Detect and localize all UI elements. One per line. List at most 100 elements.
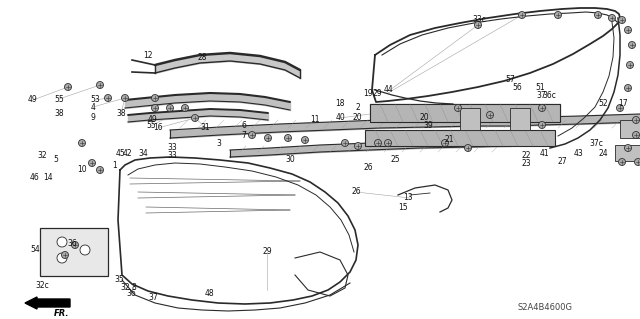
Text: 13: 13: [403, 194, 413, 203]
Bar: [620, 120, 640, 138]
Text: 28: 28: [197, 53, 207, 62]
Circle shape: [88, 160, 95, 167]
Text: 4: 4: [91, 102, 95, 112]
Text: 31: 31: [200, 122, 210, 131]
Text: 38: 38: [54, 109, 64, 118]
Text: S2A4B4600G: S2A4B4600G: [518, 303, 573, 313]
Circle shape: [632, 116, 639, 123]
Text: 26: 26: [351, 188, 361, 197]
Circle shape: [374, 139, 381, 146]
Text: 37c: 37c: [589, 138, 603, 147]
Text: 11: 11: [310, 115, 320, 124]
Circle shape: [355, 143, 362, 150]
Circle shape: [625, 145, 632, 152]
Text: 49: 49: [148, 115, 158, 124]
Text: 8: 8: [132, 284, 136, 293]
Text: 43: 43: [573, 150, 583, 159]
FancyArrow shape: [25, 297, 70, 309]
Circle shape: [618, 17, 625, 24]
Text: 7: 7: [241, 131, 246, 140]
Circle shape: [454, 105, 461, 112]
Text: 27: 27: [557, 157, 567, 166]
Text: 52: 52: [598, 99, 608, 108]
Text: 6: 6: [241, 122, 246, 130]
Text: 37: 37: [148, 293, 158, 301]
Circle shape: [285, 135, 291, 142]
Circle shape: [72, 241, 79, 249]
Text: 32: 32: [37, 152, 47, 160]
Text: FR.: FR.: [54, 309, 70, 318]
Text: 20: 20: [352, 113, 362, 122]
Circle shape: [152, 94, 159, 101]
Text: 35: 35: [114, 275, 124, 284]
Text: 29: 29: [262, 248, 272, 256]
Text: 9: 9: [91, 113, 95, 122]
Text: 16: 16: [153, 123, 163, 132]
Circle shape: [61, 251, 68, 258]
Circle shape: [152, 105, 159, 112]
Circle shape: [57, 237, 67, 247]
Circle shape: [97, 167, 104, 174]
Circle shape: [301, 137, 308, 144]
Text: 33: 33: [167, 143, 177, 152]
Circle shape: [625, 26, 632, 33]
Bar: [370, 104, 560, 122]
Text: 33: 33: [167, 152, 177, 160]
Text: 10: 10: [77, 166, 87, 174]
Text: 56: 56: [512, 83, 522, 92]
Text: 36: 36: [126, 290, 136, 299]
Text: 22: 22: [521, 151, 531, 160]
Text: 51: 51: [535, 83, 545, 92]
Text: 38: 38: [116, 108, 126, 117]
Text: 12: 12: [143, 51, 153, 61]
Text: 46: 46: [30, 173, 40, 182]
Circle shape: [342, 139, 349, 146]
Bar: [460, 108, 480, 130]
Text: 40: 40: [335, 114, 345, 122]
Circle shape: [465, 145, 472, 152]
Circle shape: [618, 159, 625, 166]
Text: 17: 17: [618, 100, 628, 108]
Text: 24: 24: [598, 149, 608, 158]
Circle shape: [182, 105, 189, 112]
Circle shape: [595, 11, 602, 19]
Text: 20: 20: [419, 113, 429, 122]
Text: 39: 39: [423, 122, 433, 130]
Circle shape: [625, 85, 632, 92]
Circle shape: [632, 131, 639, 138]
Circle shape: [518, 11, 525, 19]
Text: 55: 55: [146, 122, 156, 130]
Circle shape: [65, 84, 72, 91]
Circle shape: [442, 139, 449, 146]
Text: 34: 34: [138, 150, 148, 159]
Circle shape: [554, 11, 561, 19]
Circle shape: [385, 139, 392, 146]
Circle shape: [80, 245, 90, 255]
Text: 48: 48: [204, 290, 214, 299]
Text: 14: 14: [43, 174, 53, 182]
Circle shape: [486, 112, 493, 118]
Text: 36: 36: [67, 240, 77, 249]
Text: 49: 49: [28, 95, 38, 105]
Text: 5: 5: [54, 155, 58, 165]
Circle shape: [191, 115, 198, 122]
Circle shape: [609, 14, 616, 21]
Text: 53: 53: [90, 95, 100, 105]
Bar: [615, 145, 640, 161]
Circle shape: [634, 159, 640, 166]
Circle shape: [57, 253, 67, 263]
Text: 33c: 33c: [472, 14, 486, 24]
Text: 57: 57: [505, 75, 515, 84]
Text: 26: 26: [363, 164, 373, 173]
Text: 29: 29: [372, 88, 382, 98]
Circle shape: [166, 105, 173, 112]
Text: 42: 42: [122, 149, 132, 158]
Bar: [365, 130, 555, 146]
Text: 30: 30: [285, 155, 295, 165]
Text: 32: 32: [120, 283, 130, 292]
Text: 18: 18: [335, 100, 345, 108]
FancyBboxPatch shape: [40, 228, 108, 276]
Circle shape: [79, 139, 86, 146]
Text: 55: 55: [54, 94, 64, 103]
Text: 23: 23: [521, 159, 531, 167]
